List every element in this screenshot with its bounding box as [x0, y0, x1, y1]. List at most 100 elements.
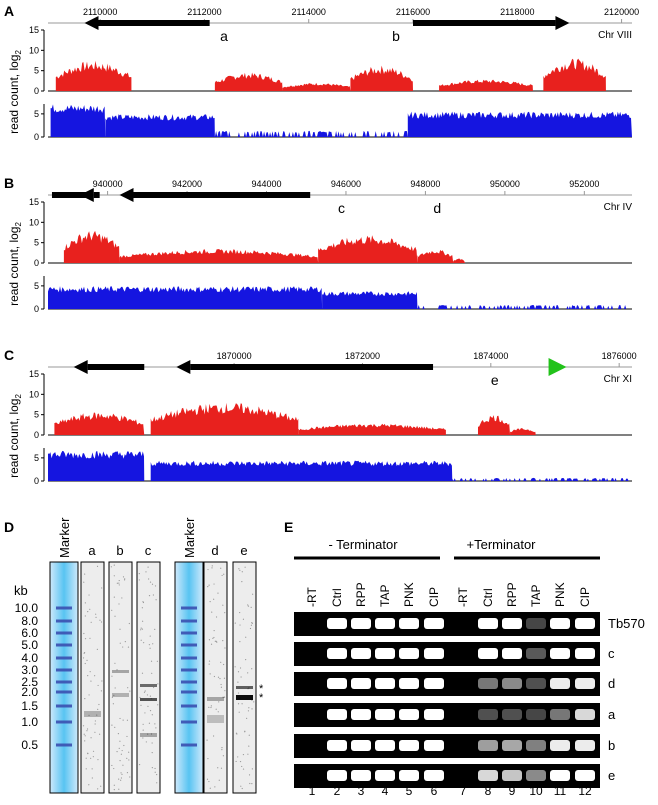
- blot-noise: [212, 637, 214, 639]
- blot-noise: [122, 646, 124, 648]
- size-label: 0.5: [21, 738, 38, 752]
- chromosome-label: Chr IV: [604, 202, 633, 213]
- y-axis-label: read count, log2: [7, 222, 23, 306]
- read-coverage-red: [282, 82, 351, 91]
- blot-noise: [240, 676, 242, 678]
- blot-noise: [99, 733, 101, 735]
- blot-noise: [216, 641, 218, 643]
- blot-noise: [148, 644, 151, 646]
- marker-band: [56, 704, 72, 708]
- chromosome-label: Chr XI: [604, 374, 632, 385]
- pcr-band: [424, 618, 444, 629]
- y-axis-label: read count, log2: [7, 50, 23, 134]
- pcr-band: [351, 770, 371, 781]
- blot-noise: [89, 637, 91, 639]
- blot-lane: [108, 561, 133, 794]
- lane-header: Ctrl: [330, 588, 344, 607]
- panel-letter: C: [4, 347, 14, 363]
- blot-noise: [239, 624, 241, 626]
- pcr-band: [399, 770, 419, 781]
- blot-noise: [224, 690, 226, 692]
- blot-band: [140, 698, 157, 701]
- marker-band: [56, 643, 72, 647]
- group-label: - Terminator: [328, 537, 398, 552]
- y-tick-label: 10: [29, 217, 39, 227]
- blot-noise: [240, 785, 242, 787]
- blot-noise: [96, 565, 99, 567]
- blot-noise: [118, 603, 120, 605]
- pcr-band: [575, 648, 595, 659]
- lane-label: a: [88, 543, 96, 558]
- marker-band: [56, 631, 72, 635]
- pcr-band: [399, 618, 419, 629]
- blot-band: [207, 697, 224, 701]
- blot-noise: [118, 788, 120, 790]
- blot-noise: [113, 575, 115, 577]
- blot-noise: [239, 611, 241, 614]
- blot-noise: [210, 643, 213, 645]
- row-label: a: [608, 707, 616, 722]
- marker-band: [56, 619, 72, 623]
- pcr-band: [550, 678, 570, 689]
- blot-noise: [207, 758, 209, 760]
- pcr-band: [351, 709, 371, 720]
- pcr-band: [502, 618, 522, 629]
- blot-band: [112, 693, 129, 697]
- blot-noise: [119, 760, 121, 762]
- blot-noise: [83, 632, 85, 635]
- blot-noise: [217, 592, 219, 594]
- blot-lane: [80, 561, 105, 794]
- row-label: c: [608, 646, 615, 661]
- blot-noise: [90, 621, 92, 623]
- pcr-band: [526, 648, 546, 659]
- pcr-band: [550, 770, 570, 781]
- read-coverage-red: [63, 230, 120, 263]
- blot-noise: [151, 714, 153, 716]
- blot-noise: [111, 675, 113, 677]
- blot-noise: [248, 707, 250, 709]
- blot-noise: [86, 730, 88, 732]
- blot-noise: [251, 768, 253, 770]
- blot-noise: [237, 692, 240, 694]
- blot-noise: [113, 784, 115, 786]
- blot-noise: [241, 765, 243, 768]
- y-tick-label: 5: [34, 453, 39, 463]
- blot-noise: [87, 752, 89, 754]
- blot-noise: [208, 639, 211, 641]
- lane-number: 4: [382, 784, 389, 798]
- blot-noise: [97, 759, 99, 761]
- size-label: 1.0: [21, 715, 38, 729]
- blot-noise: [207, 586, 209, 588]
- blot-band: [140, 684, 157, 687]
- blot-noise: [118, 747, 120, 749]
- blot-noise: [251, 668, 253, 670]
- blot-noise: [213, 629, 215, 632]
- blot-noise: [217, 676, 220, 678]
- blot-noise: [209, 673, 211, 675]
- read-coverage-red: [55, 60, 132, 91]
- blot-noise: [117, 733, 120, 735]
- read-coverage-blue: [105, 114, 215, 137]
- blot-noise: [111, 696, 113, 698]
- marker-band: [181, 743, 197, 747]
- gene-arrow-head: [176, 360, 191, 374]
- blot-noise: [142, 642, 145, 644]
- lane-label: d: [211, 543, 218, 558]
- blot-noise: [219, 678, 221, 680]
- y-axis-label-subscript: 2: [14, 50, 23, 55]
- blot-noise: [224, 612, 226, 614]
- blot-noise: [111, 724, 113, 726]
- blot-noise: [148, 578, 150, 580]
- blot-noise: [209, 787, 211, 789]
- blot-noise: [120, 777, 123, 779]
- read-coverage-red: [439, 79, 533, 91]
- axis-tick-label: 940000: [93, 179, 123, 189]
- blot-noise: [146, 694, 149, 696]
- y-tick-label: 0: [34, 430, 39, 440]
- panel-letter: D: [4, 519, 14, 535]
- blot-noise: [151, 742, 153, 744]
- marker-band: [181, 656, 197, 660]
- blot-noise: [154, 628, 156, 630]
- blot-noise: [157, 704, 159, 706]
- blot-noise: [138, 573, 140, 575]
